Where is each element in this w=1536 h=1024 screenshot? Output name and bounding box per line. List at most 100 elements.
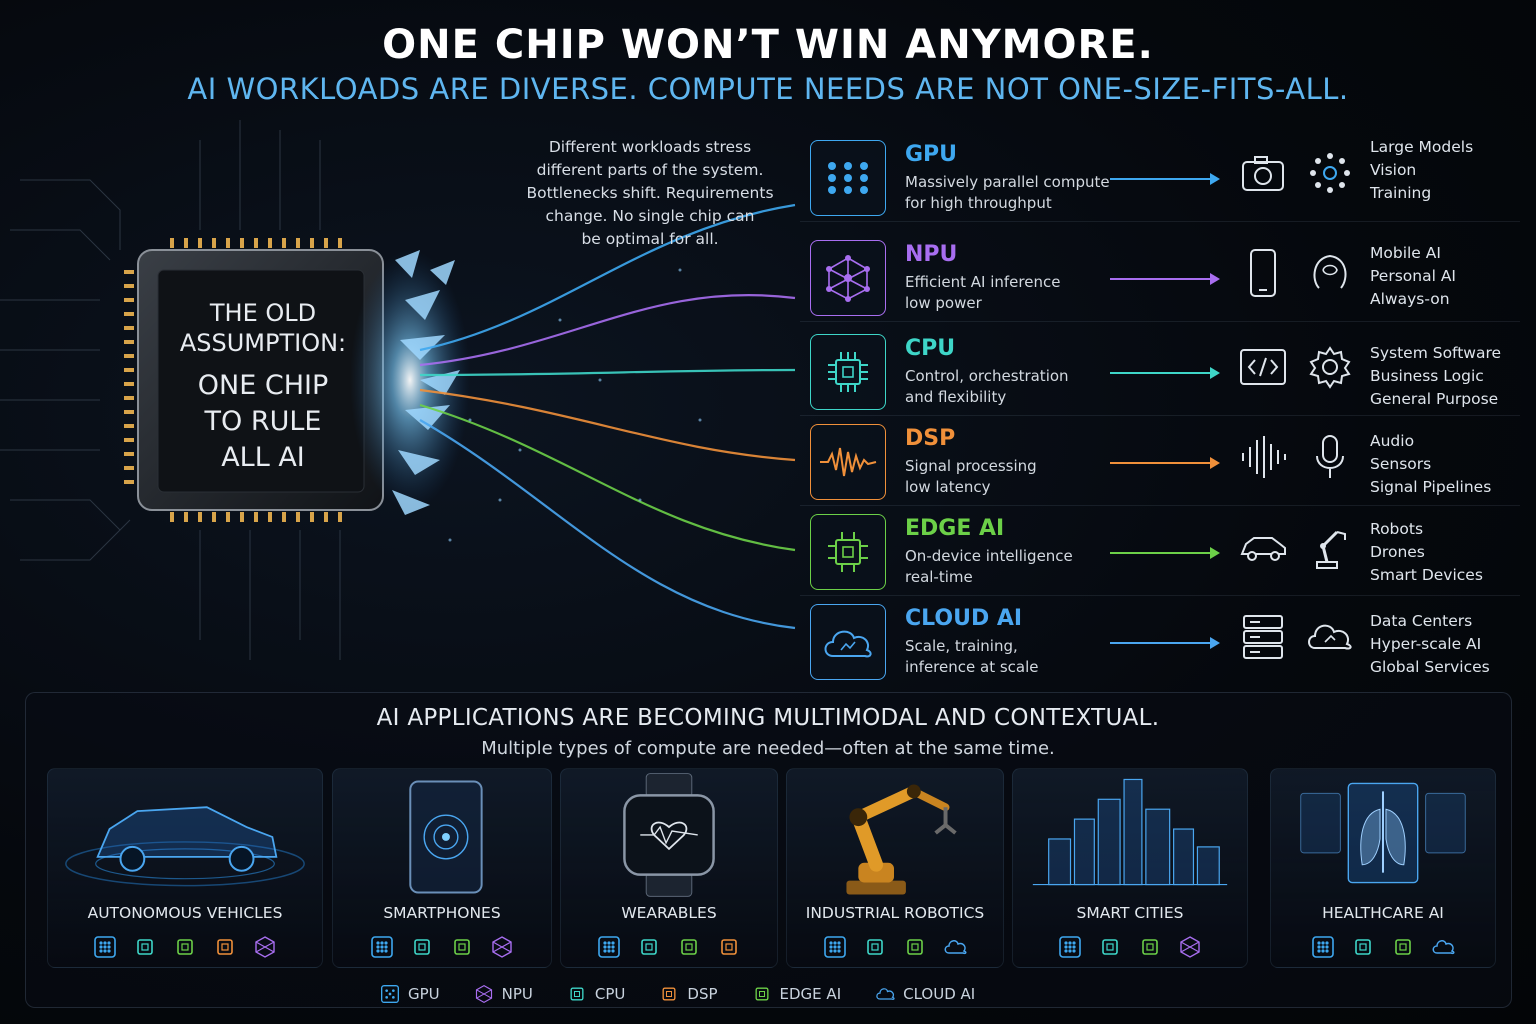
compute-chip-row — [561, 935, 777, 959]
app-line: Global Services — [1370, 658, 1490, 676]
app-card-healthcare-ai: HEALTHCARE AI — [1270, 768, 1496, 968]
app-line: Business Logic — [1370, 367, 1484, 385]
compute-desc-line: real-time — [905, 568, 973, 586]
app-card-smart-cities: SMART CITIES — [1012, 768, 1248, 968]
compute-row-gpu: GPU Massively parallel compute for high t… — [800, 136, 1520, 222]
cloud-chip-icon — [1432, 940, 1455, 954]
intro-text: Different workloads stress different par… — [520, 136, 780, 251]
gpu-chip-icon — [1059, 936, 1081, 958]
gpu-chip-icon — [824, 936, 846, 958]
legend-label: EDGE AI — [779, 985, 842, 1003]
intro-line: be optimal for all. — [581, 230, 719, 248]
legend-label: NPU — [501, 985, 533, 1003]
chip-label: THE OLD ASSUMPTION: ONE CHIP TO RULE ALL AI — [160, 270, 366, 490]
app-line: Drones — [1370, 543, 1425, 561]
app-label: INDUSTRIAL ROBOTICS — [805, 904, 985, 922]
gpu-chip-icon — [381, 985, 399, 1003]
gpu-chip-icon — [1312, 936, 1334, 958]
compute-chip-row — [333, 935, 551, 959]
compute-desc: Scale, training, inference at scale — [905, 636, 1115, 678]
smartphone-icon — [1250, 249, 1276, 297]
compute-row-npu: NPU Efficient AI inference low power Mobi… — [800, 236, 1520, 322]
compute-desc: On-device intelligence real-time — [905, 546, 1115, 588]
gpu-chip-icon — [598, 936, 620, 958]
app-line: Sensors — [1370, 455, 1432, 473]
compute-name: GPU — [905, 142, 958, 167]
app-line: Training — [1370, 184, 1432, 202]
compute-chip-row — [787, 935, 1003, 959]
npu-chip-icon — [492, 936, 512, 958]
camera-icon — [1242, 156, 1284, 191]
neural-net-icon — [810, 240, 886, 316]
compute-apps: Robots Drones Smart Devices — [1370, 518, 1483, 587]
dsp-chip-icon — [721, 939, 737, 955]
dsp-chip-icon — [217, 939, 233, 955]
cpu-chip-icon — [414, 939, 430, 955]
app-line: Audio — [1370, 432, 1415, 450]
intro-line: change. No single chip can — [545, 207, 755, 225]
edge-chip-icon — [907, 939, 923, 955]
compute-row-cloud-ai: CLOUD AI Scale, training, inference at sc… — [800, 600, 1520, 686]
page-title: ONE CHIP WON’T WIN ANYMORE. — [382, 22, 1154, 68]
arrow-icon — [1110, 367, 1220, 379]
panel-subtitle: Multiple types of compute are needed—oft… — [481, 738, 1055, 759]
arrow-icon — [1110, 173, 1220, 185]
npu-chip-icon — [475, 984, 492, 1004]
chip-line2c: ALL AI — [221, 442, 305, 473]
legend-item-cloud-ai: CLOUD AI — [875, 984, 975, 1004]
app-card-smartphones: SMARTPHONES — [332, 768, 552, 968]
app-label: HEALTHCARE AI — [1322, 904, 1444, 922]
cpu-chip-icon — [1102, 939, 1118, 955]
app-line: System Software — [1370, 344, 1502, 362]
page-subtitle: AI WORKLOADS ARE DIVERSE. COMPUTE NEEDS … — [187, 72, 1349, 106]
app-line: Hyper-scale AI — [1370, 635, 1482, 653]
app-line: Smart Devices — [1370, 566, 1483, 584]
processor-icon — [810, 334, 886, 410]
compute-name: NPU — [905, 242, 958, 267]
compute-desc-line: Scale, training, — [905, 637, 1018, 655]
app-line: Mobile AI — [1370, 244, 1441, 262]
arrow-icon — [1110, 547, 1220, 559]
gear-icon — [1309, 346, 1351, 389]
robot-arm-icon — [1316, 530, 1346, 569]
intro-line: Bottlenecks shift. Requirements — [526, 184, 774, 202]
compute-name: CPU — [905, 336, 956, 361]
legend-item-npu: NPU — [474, 984, 533, 1004]
cloud-icon — [810, 604, 886, 680]
chip-line1b: ASSUMPTION: — [179, 329, 347, 357]
car-icon — [1240, 537, 1286, 561]
microphone-icon — [1316, 435, 1344, 478]
compute-chip-row — [48, 935, 322, 959]
compute-desc-line: low power — [905, 294, 982, 312]
intro-line: Different workloads stress — [548, 138, 752, 156]
edge-chip-icon — [1395, 939, 1411, 955]
legend-label: CPU — [594, 985, 626, 1003]
compute-desc-line: and flexibility — [905, 388, 1007, 406]
app-card-wearables: WEARABLES — [560, 768, 778, 968]
app-label: SMARTPHONES — [383, 904, 501, 922]
legend-item-dsp: DSP — [659, 984, 718, 1004]
arrow-icon — [1110, 273, 1220, 285]
edge-chip-icon — [1142, 939, 1158, 955]
xray-illustration-icon — [1300, 782, 1466, 884]
cloud-ai-icon — [1308, 624, 1352, 650]
chip-line2b: TO RULE — [204, 406, 322, 437]
gpu-chip-icon — [371, 936, 393, 958]
cpu-chip-icon — [570, 987, 584, 1001]
compute-legend: GPU NPU CPU DSP EDGE AI CLOUD AI — [380, 980, 1080, 1008]
npu-chip-icon — [255, 936, 275, 958]
smartwatch-illustration-icon — [623, 773, 715, 897]
code-icon — [1240, 349, 1286, 385]
chip-line2a: ONE CHIP — [197, 370, 329, 401]
legend-item-cpu: CPU — [567, 984, 626, 1004]
compute-row-cpu: CPU Control, orchestration and flexibilit… — [800, 330, 1520, 416]
app-label: SMART CITIES — [1076, 904, 1184, 922]
cpu-chip-icon — [137, 939, 153, 955]
compute-desc-line: Signal processing — [905, 457, 1037, 475]
compute-row-edge-ai: EDGE AI On-device intelligence real-time … — [800, 510, 1520, 596]
compute-desc-line: inference at scale — [905, 658, 1039, 676]
arrow-icon — [1110, 457, 1220, 469]
app-line: Data Centers — [1370, 612, 1473, 630]
compute-desc-line: On-device intelligence — [905, 547, 1073, 565]
gpu-chip-icon — [94, 936, 116, 958]
